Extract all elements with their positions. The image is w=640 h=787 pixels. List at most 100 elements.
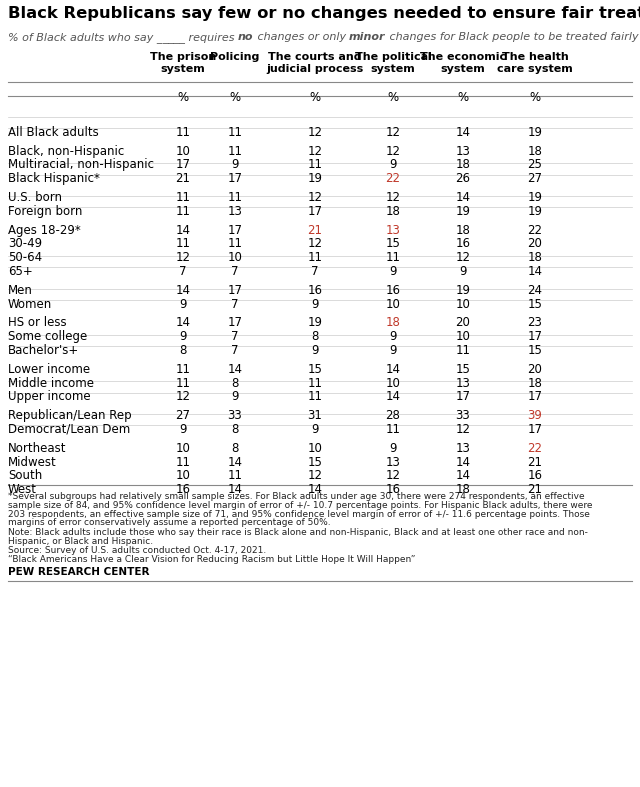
Text: 27: 27 bbox=[527, 172, 543, 185]
Text: Democrat/Lean Dem: Democrat/Lean Dem bbox=[8, 423, 131, 436]
Text: 13: 13 bbox=[456, 442, 470, 455]
Text: 9: 9 bbox=[460, 265, 467, 278]
Text: 11: 11 bbox=[385, 423, 401, 436]
Text: 9: 9 bbox=[389, 344, 397, 357]
Text: Midwest: Midwest bbox=[8, 456, 57, 468]
Text: 14: 14 bbox=[227, 483, 243, 496]
Text: 11: 11 bbox=[307, 390, 323, 404]
Text: 14: 14 bbox=[175, 284, 191, 297]
Text: %: % bbox=[309, 91, 321, 104]
Text: Foreign born: Foreign born bbox=[8, 205, 83, 218]
Text: 9: 9 bbox=[311, 297, 319, 311]
Text: 11: 11 bbox=[227, 469, 243, 482]
Text: 11: 11 bbox=[227, 126, 243, 139]
Text: HS or less: HS or less bbox=[8, 316, 67, 330]
Text: 9: 9 bbox=[389, 265, 397, 278]
Text: 13: 13 bbox=[228, 205, 243, 218]
Text: Ages 18-29*: Ages 18-29* bbox=[8, 224, 81, 237]
Text: 18: 18 bbox=[385, 316, 401, 330]
Text: 9: 9 bbox=[311, 423, 319, 436]
Text: Black Hispanic*: Black Hispanic* bbox=[8, 172, 100, 185]
Text: 10: 10 bbox=[175, 469, 191, 482]
Text: 39: 39 bbox=[527, 409, 543, 422]
Text: 8: 8 bbox=[231, 423, 239, 436]
Text: 14: 14 bbox=[385, 363, 401, 376]
Text: 14: 14 bbox=[175, 224, 191, 237]
Text: 7: 7 bbox=[179, 265, 187, 278]
Text: no: no bbox=[238, 32, 253, 42]
Text: 15: 15 bbox=[385, 238, 401, 250]
Text: 10: 10 bbox=[385, 377, 401, 390]
Text: 7: 7 bbox=[231, 344, 239, 357]
Text: 9: 9 bbox=[311, 344, 319, 357]
Text: 17: 17 bbox=[527, 331, 543, 343]
Text: 11: 11 bbox=[175, 377, 191, 390]
Text: 10: 10 bbox=[456, 331, 470, 343]
Text: Bachelor's+: Bachelor's+ bbox=[8, 344, 79, 357]
Text: Policing: Policing bbox=[211, 52, 260, 62]
Text: 18: 18 bbox=[527, 377, 543, 390]
Text: 19: 19 bbox=[527, 191, 543, 204]
Text: 13: 13 bbox=[456, 145, 470, 157]
Text: 12: 12 bbox=[385, 126, 401, 139]
Text: 16: 16 bbox=[307, 284, 323, 297]
Text: 22: 22 bbox=[527, 442, 543, 455]
Text: 7: 7 bbox=[231, 331, 239, 343]
Text: 11: 11 bbox=[456, 344, 470, 357]
Text: The courts and
judicial process: The courts and judicial process bbox=[266, 52, 364, 74]
Text: 17: 17 bbox=[227, 316, 243, 330]
Text: 18: 18 bbox=[527, 145, 543, 157]
Text: 18: 18 bbox=[527, 251, 543, 264]
Text: 12: 12 bbox=[307, 238, 323, 250]
Text: 11: 11 bbox=[307, 158, 323, 172]
Text: 16: 16 bbox=[175, 483, 191, 496]
Text: 17: 17 bbox=[227, 224, 243, 237]
Text: 10: 10 bbox=[456, 297, 470, 311]
Text: Upper income: Upper income bbox=[8, 390, 91, 404]
Text: 8: 8 bbox=[231, 442, 239, 455]
Text: Men: Men bbox=[8, 284, 33, 297]
Text: 12: 12 bbox=[175, 390, 191, 404]
Text: 10: 10 bbox=[308, 442, 323, 455]
Text: 17: 17 bbox=[527, 423, 543, 436]
Text: 16: 16 bbox=[527, 469, 543, 482]
Text: 17: 17 bbox=[227, 284, 243, 297]
Text: changes or only: changes or only bbox=[253, 32, 349, 42]
Text: 14: 14 bbox=[385, 390, 401, 404]
Text: 24: 24 bbox=[527, 284, 543, 297]
Text: 33: 33 bbox=[228, 409, 243, 422]
Text: 11: 11 bbox=[175, 363, 191, 376]
Text: Middle income: Middle income bbox=[8, 377, 94, 390]
Text: 11: 11 bbox=[175, 126, 191, 139]
Text: 14: 14 bbox=[456, 456, 470, 468]
Text: 9: 9 bbox=[389, 331, 397, 343]
Text: %: % bbox=[458, 91, 468, 104]
Text: Black, non-Hispanic: Black, non-Hispanic bbox=[8, 145, 124, 157]
Text: 11: 11 bbox=[227, 238, 243, 250]
Text: 13: 13 bbox=[385, 224, 401, 237]
Text: Note: Black adults include those who say their race is Black alone and non-Hispa: Note: Black adults include those who say… bbox=[8, 529, 588, 538]
Text: 9: 9 bbox=[231, 390, 239, 404]
Text: 12: 12 bbox=[385, 145, 401, 157]
Text: 17: 17 bbox=[227, 172, 243, 185]
Text: 12: 12 bbox=[456, 251, 470, 264]
Text: 21: 21 bbox=[527, 456, 543, 468]
Text: U.S. born: U.S. born bbox=[8, 191, 62, 204]
Text: 23: 23 bbox=[527, 316, 543, 330]
Text: 19: 19 bbox=[307, 172, 323, 185]
Text: 11: 11 bbox=[307, 377, 323, 390]
Text: 12: 12 bbox=[307, 469, 323, 482]
Text: 9: 9 bbox=[389, 442, 397, 455]
Text: 50-64: 50-64 bbox=[8, 251, 42, 264]
Text: Multiracial, non-Hispanic: Multiracial, non-Hispanic bbox=[8, 158, 154, 172]
Text: %: % bbox=[529, 91, 541, 104]
Text: Black Republicans say few or no changes needed to ensure fair treatment: Black Republicans say few or no changes … bbox=[8, 6, 640, 21]
Text: Women: Women bbox=[8, 297, 52, 311]
Text: 12: 12 bbox=[385, 191, 401, 204]
Text: 17: 17 bbox=[175, 158, 191, 172]
Text: 203 respondents, an effective sample size of 71, and 95% confidence level margin: 203 respondents, an effective sample siz… bbox=[8, 510, 590, 519]
Text: 9: 9 bbox=[231, 158, 239, 172]
Text: 18: 18 bbox=[456, 224, 470, 237]
Text: 22: 22 bbox=[385, 172, 401, 185]
Text: 11: 11 bbox=[175, 191, 191, 204]
